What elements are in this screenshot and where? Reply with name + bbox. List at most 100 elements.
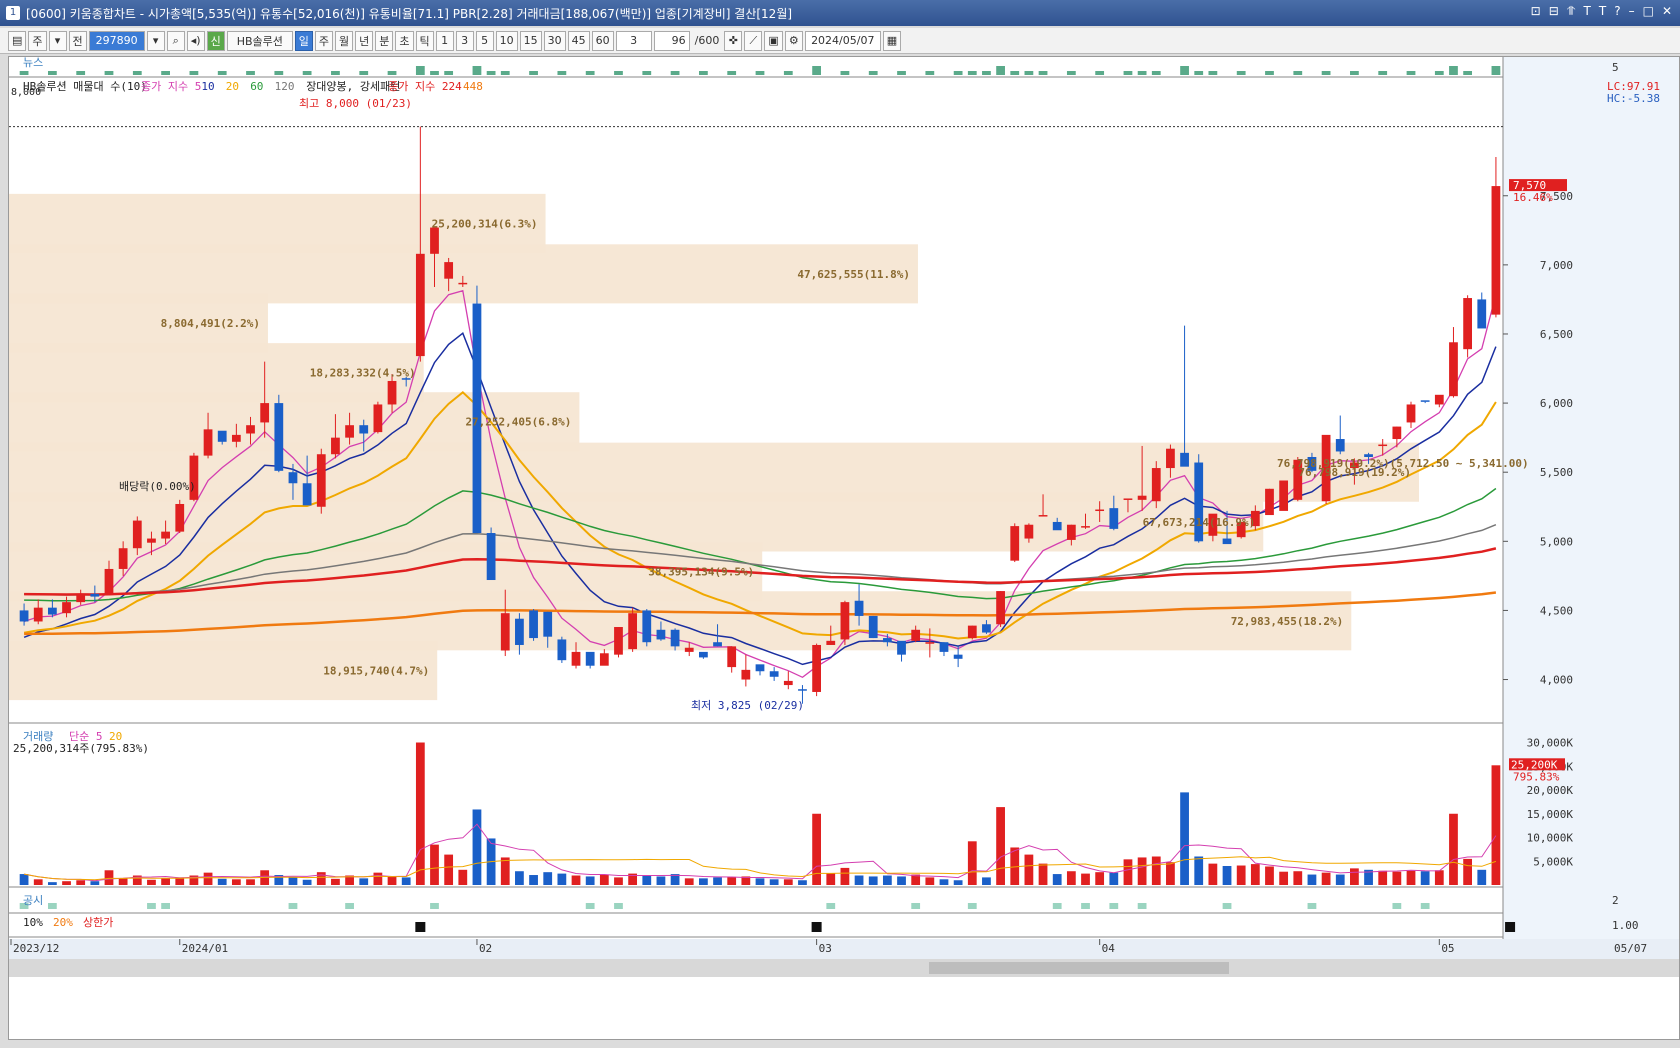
period-tick[interactable]: 틱: [415, 30, 434, 51]
news-mark-26: [387, 71, 397, 75]
calendar-icon[interactable]: ▦: [882, 30, 902, 51]
interval-5[interactable]: 5: [475, 30, 494, 51]
tile-icon[interactable]: ⊟: [1548, 4, 1559, 18]
chart-area[interactable]: 7,500 7,000 6,500 6,000 5,500 5,000 4,500 4,000…: [8, 56, 1680, 1040]
candle-body-19: [288, 472, 298, 484]
candle-body-33: [486, 533, 496, 581]
news-mark-46: [670, 71, 680, 75]
news-mark-67: [967, 71, 977, 75]
candle-body-39: [571, 651, 581, 666]
candle-body-2: [47, 607, 57, 615]
save-icon[interactable]: ▣: [764, 30, 783, 51]
scrollbar: [9, 959, 1679, 977]
date-input[interactable]: 2024/05/07: [804, 30, 881, 51]
volume-bar-43: [628, 873, 638, 885]
candle-body-59: [854, 600, 864, 616]
scrollbar-thumb: [929, 962, 1229, 974]
help-icon[interactable]: ?: [1614, 4, 1621, 18]
legend-item-4: 60: [250, 80, 263, 93]
count-input[interactable]: 96: [653, 30, 690, 51]
interval-30[interactable]: 30: [543, 30, 566, 51]
candle-body-4: [76, 593, 86, 603]
limit-mark-2: [1505, 922, 1516, 932]
volume-bar-88: [1265, 866, 1274, 885]
search-icon[interactable]: ⌕: [166, 30, 185, 51]
candle-body-83: [1194, 462, 1204, 542]
minimize-button[interactable]: –: [1628, 4, 1635, 18]
period-month[interactable]: 월: [335, 30, 354, 51]
period-day[interactable]: 일: [294, 30, 313, 51]
volume-bar-70: [1010, 847, 1020, 885]
disclosure-mark-10: [911, 903, 921, 909]
ma-224: [24, 547, 1497, 596]
interval-3[interactable]: 3: [455, 30, 474, 51]
pin-icon[interactable]: ⥣: [1566, 4, 1576, 18]
news-mark-78: [1123, 71, 1133, 75]
text-icon[interactable]: T: [1598, 4, 1607, 18]
draw-icon[interactable]: ⟋: [744, 30, 763, 51]
sound-icon[interactable]: ◂): [186, 30, 205, 51]
candle-body-22: [331, 437, 340, 455]
interval-15[interactable]: 15: [519, 30, 542, 51]
interval-60[interactable]: 60: [591, 30, 614, 51]
candle-body-97: [1392, 426, 1402, 440]
market-select[interactable]: 주: [28, 30, 47, 51]
code-dropdown-icon[interactable]: ▾: [146, 30, 165, 51]
candle-body-63: [911, 629, 921, 641]
period-week[interactable]: 주: [314, 30, 334, 51]
candle-body-57: [826, 640, 836, 645]
xaxis-label-5: 05: [1441, 942, 1454, 955]
maximize-button[interactable]: □: [1642, 4, 1654, 18]
volume-ma-5: [24, 823, 1497, 882]
interval-1[interactable]: 1: [435, 30, 454, 51]
chart-svg[interactable]: 7,500 7,000 6,500 6,000 5,500 5,000 4,500 4,000…: [9, 56, 1679, 1039]
volume-bar-42: [614, 877, 623, 885]
text-size-icon[interactable]: T: [1583, 4, 1591, 18]
dropdown-icon[interactable]: ▾: [48, 30, 67, 51]
interval-10[interactable]: 10: [495, 30, 518, 51]
settings-icon[interactable]: ⚙: [784, 30, 803, 51]
volume-bar-13: [203, 872, 213, 885]
range-note: 76,798,919(19.2%)(5,712.50 ~ 5,341.00): [1277, 457, 1529, 470]
grid: [9, 57, 1679, 977]
candle-body-86: [1236, 521, 1246, 538]
candle-body-18: [274, 403, 284, 471]
interval-45[interactable]: 45: [567, 30, 590, 51]
unit-input[interactable]: 3: [615, 30, 652, 51]
new-badge: 신: [206, 30, 225, 51]
disclosure-mark-16: [1222, 903, 1232, 909]
volume-tick-label-5: 5,000K: [1533, 855, 1573, 868]
crosshair-icon[interactable]: ✜: [724, 30, 743, 51]
layout-icon[interactable]: ⊡: [1530, 4, 1541, 18]
period-year[interactable]: 년: [355, 30, 374, 51]
candles: [19, 126, 1501, 704]
volume-bar-24: [359, 878, 369, 885]
disclosure-mark-1: [47, 903, 57, 909]
prev-button[interactable]: 전: [68, 30, 87, 51]
candle-body-51: [741, 669, 751, 680]
volume-bar-98: [1406, 870, 1416, 885]
news-mark-12: [189, 71, 199, 75]
menu-icon[interactable]: ▤: [8, 30, 27, 51]
disclosure-mark-9: [826, 903, 836, 909]
period-minute[interactable]: 분: [375, 30, 394, 51]
price-tick-label-0: 7,500: [1540, 190, 1573, 203]
volume-bar-6: [104, 870, 114, 885]
legend-item-8: 448: [463, 80, 483, 93]
disclosure-mark-19: [1420, 903, 1430, 909]
stock-code-input[interactable]: 297890: [88, 30, 145, 51]
volume-bar-63: [911, 874, 921, 885]
candle-body-24: [359, 425, 369, 434]
candle-body-32: [472, 303, 482, 534]
volume-zone-label-4: 27,252,405(6.8%): [465, 416, 571, 429]
news-mark-50: [727, 71, 737, 75]
candle-body-102: [1463, 298, 1473, 350]
candle-body-101: [1449, 342, 1458, 397]
volume-bar-56: [812, 813, 821, 885]
candle-body-61: [882, 638, 892, 643]
candle-body-16: [246, 425, 255, 434]
period-second[interactable]: 초: [395, 30, 414, 51]
candle-body-87: [1250, 510, 1260, 527]
close-button[interactable]: ✕: [1661, 4, 1672, 18]
disclosure-mark-12: [1052, 903, 1062, 909]
